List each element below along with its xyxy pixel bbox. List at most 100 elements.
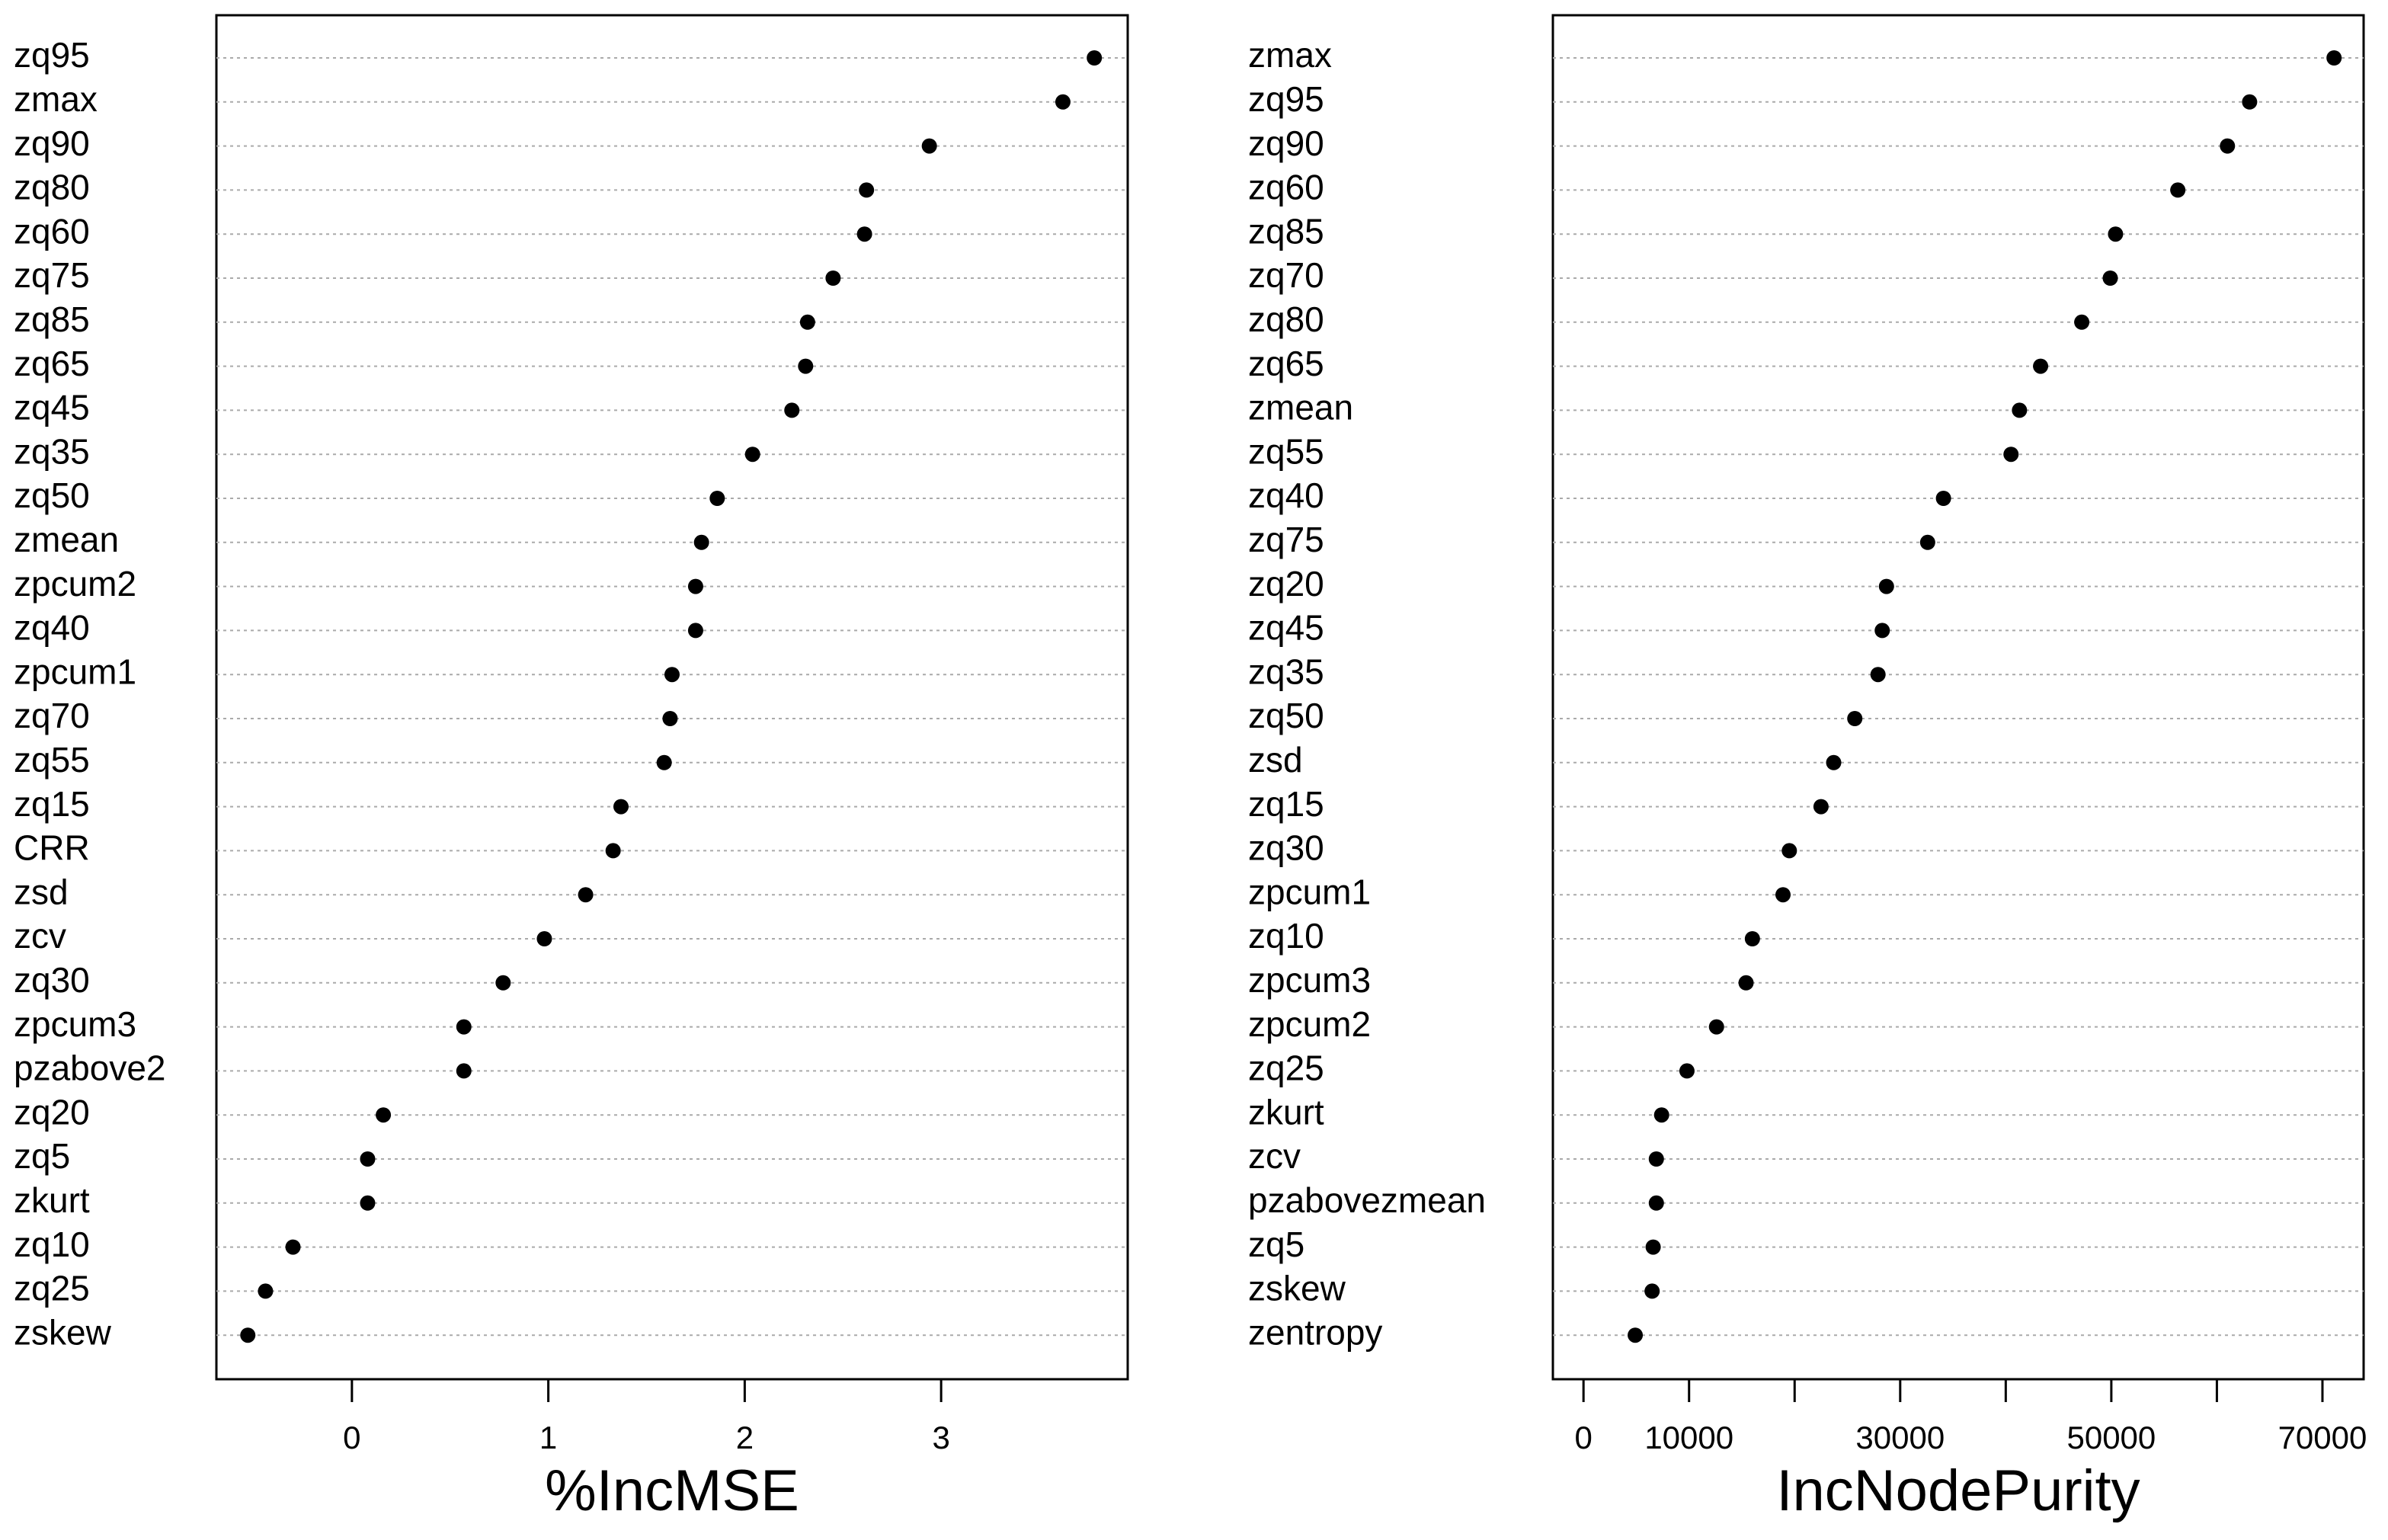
dot (1628, 1327, 1644, 1343)
category-label: zq85 (14, 299, 90, 339)
dot (687, 623, 703, 639)
dot (709, 491, 725, 506)
dot (456, 1063, 472, 1079)
dot (240, 1327, 256, 1343)
dot (2033, 358, 2049, 374)
dot (1679, 1063, 1695, 1079)
category-label: zq55 (1248, 431, 1324, 471)
dot (856, 226, 872, 242)
category-label: zq20 (1248, 564, 1324, 604)
x-tick-label: 30000 (1855, 1420, 1945, 1455)
dot (1874, 623, 1890, 639)
x-tick-label: 0 (343, 1420, 360, 1455)
dot (456, 1019, 472, 1035)
dot (1826, 754, 1842, 770)
x-tick-label: 50000 (2066, 1420, 2156, 1455)
x-tick-label: 0 (1574, 1420, 1592, 1455)
dot (1645, 1239, 1661, 1255)
category-label: zq35 (1248, 652, 1324, 691)
dot (2220, 138, 2236, 154)
dot (578, 887, 594, 903)
dot (1648, 1195, 1664, 1211)
dot (921, 138, 937, 154)
category-label: zq30 (14, 960, 90, 1000)
dot (656, 754, 672, 770)
dot (693, 534, 709, 550)
dot (1648, 1151, 1664, 1167)
category-label: zq75 (1248, 520, 1324, 559)
dot (2242, 94, 2258, 110)
category-label: zpcum2 (1248, 1004, 1371, 1044)
category-label: zq70 (14, 696, 90, 735)
dot (687, 578, 703, 594)
dot (859, 182, 875, 198)
category-label: zq20 (14, 1092, 90, 1132)
dot (1878, 578, 1894, 594)
dot (1781, 843, 1797, 859)
dot (744, 447, 760, 463)
dot (2170, 182, 2186, 198)
dot (1847, 711, 1863, 726)
dot (360, 1151, 376, 1167)
dot (1708, 1019, 1724, 1035)
dot (376, 1107, 392, 1123)
category-label: zq50 (1248, 696, 1324, 735)
category-label: zq80 (14, 168, 90, 207)
category-label: zmean (14, 520, 119, 559)
category-label: zpcum3 (1248, 960, 1371, 1000)
category-label: zq65 (14, 344, 90, 383)
category-label: zsd (1248, 740, 1303, 780)
x-axis-title: IncNodePurity (1776, 1458, 2140, 1523)
category-label: zcv (14, 916, 66, 956)
dot (1738, 975, 1754, 991)
category-label: zq5 (14, 1136, 70, 1176)
category-label: zq40 (14, 608, 90, 648)
category-label: zq85 (1248, 211, 1324, 251)
category-label: zq80 (1248, 299, 1324, 339)
category-label: zq10 (14, 1225, 90, 1264)
category-label: zskew (14, 1312, 112, 1352)
dot (2326, 50, 2342, 66)
x-tick-label: 70000 (2278, 1420, 2367, 1455)
category-label: zq55 (14, 740, 90, 780)
plot-frame (215, 14, 1129, 1381)
dot (2102, 271, 2118, 286)
category-label: CRR (14, 828, 90, 868)
category-label: zq70 (1248, 255, 1324, 295)
category-label: zq15 (1248, 784, 1324, 824)
category-label: pzabove2 (14, 1049, 166, 1088)
category-label: zq35 (14, 431, 90, 471)
plot-frame (1551, 14, 2365, 1381)
category-label: zcv (1248, 1136, 1301, 1176)
category-label: zq65 (1248, 344, 1324, 383)
dot (360, 1195, 376, 1211)
dot (2012, 402, 2028, 418)
category-label: zpcum3 (14, 1004, 136, 1044)
category-label: zmean (1248, 388, 1353, 427)
category-label: zpcum1 (14, 652, 136, 691)
category-label: zmax (14, 79, 98, 119)
category-label: pzabovezmean (1248, 1180, 1486, 1220)
category-label: zq50 (14, 475, 90, 515)
category-label: zkurt (1248, 1092, 1324, 1132)
dot (1870, 667, 1886, 683)
dot (1919, 534, 1935, 550)
category-label: zq10 (1248, 916, 1324, 956)
category-label: zq45 (14, 388, 90, 427)
x-tick-label: 2 (736, 1420, 754, 1455)
dot (613, 799, 629, 815)
x-tick-label: 10000 (1644, 1420, 1733, 1455)
x-tick-label: 1 (539, 1420, 557, 1455)
category-label: zq45 (1248, 608, 1324, 648)
dot (664, 667, 680, 683)
category-label: zsd (14, 872, 69, 911)
dot (2108, 226, 2124, 242)
category-label: zq75 (14, 255, 90, 295)
category-label: zskew (1248, 1269, 1346, 1308)
dot (662, 711, 678, 726)
category-label: zkurt (14, 1180, 90, 1220)
category-label: zmax (1248, 35, 1332, 75)
dot (798, 358, 814, 374)
category-label: zq95 (14, 35, 90, 75)
